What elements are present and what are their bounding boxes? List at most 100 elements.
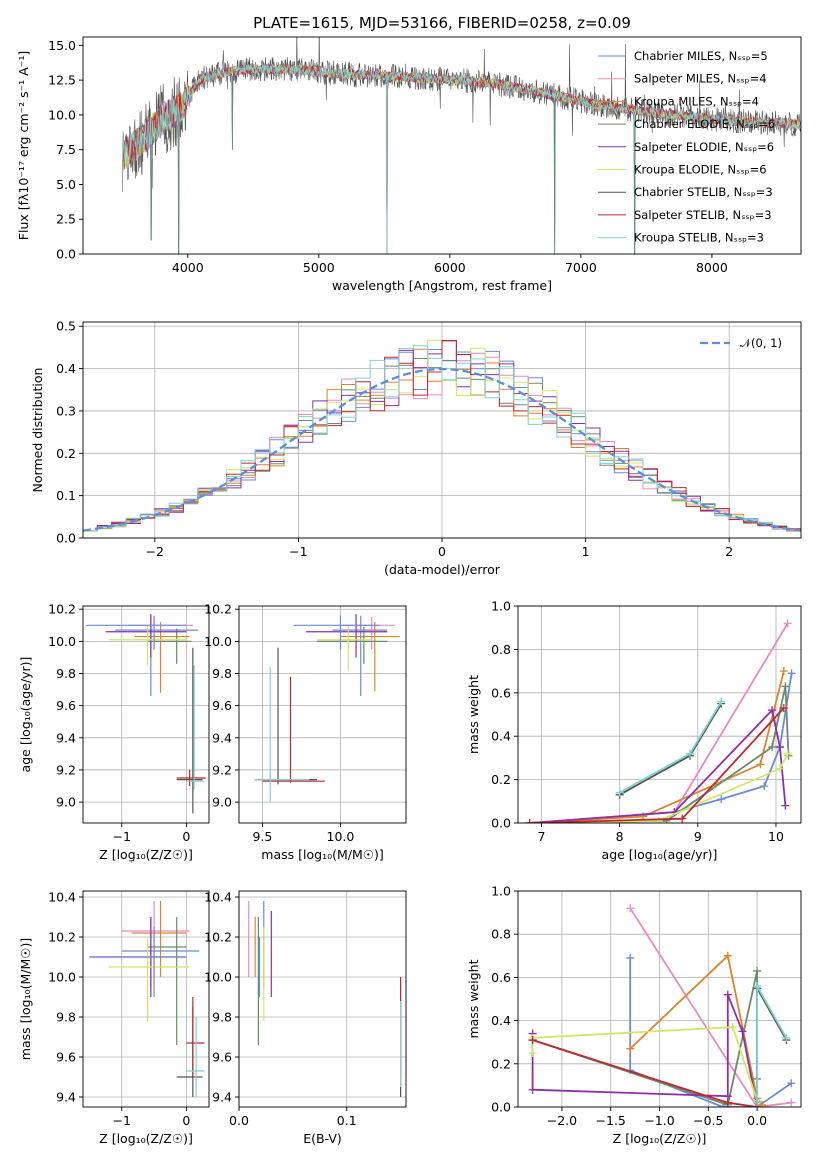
y-tick-label: 1.0 (491, 599, 511, 614)
y-tick-label: 9.4 (212, 1090, 232, 1105)
panels: 4000 5000 6000 7000 80000.02.55.07.510.012.5… (16, 36, 802, 1146)
series-point (779, 703, 788, 712)
y-tick-label: 2.5 (56, 212, 76, 227)
y-tick-label: 9.4 (212, 730, 232, 745)
plot-area (525, 619, 796, 823)
series-point (717, 795, 726, 804)
panel-mass-weight-vs-z: −2.0 −1.5 −1.0 −0.5 0.0 0.0 0.2 0.4 0.6 0.8 1.0 Z [… (466, 884, 802, 1146)
spectrum-line (121, 64, 801, 254)
y-tick-label: 9.8 (56, 1010, 76, 1025)
series-point (756, 760, 765, 769)
y-axis-label: mass [log₁₀(M/M☉)] (18, 938, 33, 1060)
y-tick-label: 0.0 (56, 247, 76, 262)
x-axis-label: wavelength [Angstrom, rest frame] (332, 278, 552, 293)
spectrum-line (121, 63, 801, 254)
y-tick-label: 0.5 (56, 319, 76, 334)
series-point (528, 1049, 537, 1057)
y-tick-label: 0.3 (56, 403, 76, 418)
series-point (723, 1098, 732, 1107)
spectrum-line (122, 37, 801, 254)
y-tick-label: 10.0 (48, 107, 76, 122)
x-tick-label: 2 (725, 544, 733, 559)
y-tick-label: 9.0 (212, 795, 232, 810)
series-line (629, 907, 792, 1107)
axes-frame (517, 890, 802, 1108)
plot-area (528, 904, 796, 1107)
series-point (775, 743, 784, 752)
y-tick-label: 9.6 (56, 1050, 76, 1065)
legend-label: 𝒩(0, 1) (740, 336, 782, 350)
x-axis-label: mass [log₁₀(M/M☉)] (261, 847, 383, 862)
x-tick-label: −0.5 (693, 1113, 723, 1128)
x-tick-label: 6000 (434, 260, 466, 275)
series-line (529, 670, 785, 823)
y-tick-label: 9.4 (56, 1090, 76, 1105)
histogram-step (83, 345, 801, 538)
series-point (678, 814, 687, 823)
series-line (756, 982, 788, 1103)
y-axis-label: mass weight (466, 675, 481, 754)
series-line (529, 622, 789, 823)
x-tick-label: −1 (289, 544, 307, 559)
x-tick-label: 8000 (696, 260, 728, 275)
y-tick-label: 12.5 (48, 73, 76, 88)
axes-frame (238, 890, 407, 1108)
legend-label: Chabrier ELODIE, Nₛₛₚ=6 (634, 117, 775, 131)
series-point (753, 1098, 762, 1107)
y-tick-label: 0.0 (491, 816, 511, 831)
x-axis-label: (data-model)/error (384, 562, 501, 577)
axes-frame (82, 605, 210, 824)
y-tick-label: 0.1 (56, 488, 76, 503)
x-tick-label: 7000 (565, 260, 597, 275)
y-tick-label: 0.6 (491, 970, 511, 985)
y-tick-label: 0.4 (491, 729, 511, 744)
y-tick-label: 0.6 (491, 685, 511, 700)
panel-residual-hist: −2 −1 0 1 2 0.0 0.1 0.2 0.3 0.4 0.5 𝒩(0, 1) (data-mo… (30, 319, 802, 577)
series-point (723, 990, 732, 999)
legend-label: Chabrier MILES, Nₛₛₚ=5 (634, 49, 768, 63)
series-point (728, 1023, 737, 1032)
y-tick-label: 10.0 (48, 970, 76, 985)
y-tick-label: 10.4 (204, 890, 232, 905)
axes-frame (82, 321, 802, 539)
series-point (685, 749, 694, 758)
y-tick-label: 10.2 (48, 930, 76, 945)
series-point (626, 953, 635, 962)
x-tick-label: 9.5 (252, 829, 272, 844)
series-line (629, 954, 763, 1106)
spectrum-line (121, 64, 801, 254)
series-line (531, 1026, 758, 1101)
y-tick-label: 9.0 (56, 795, 76, 810)
series-point (781, 801, 790, 810)
series-line (529, 686, 790, 823)
legend-label: Kroupa MILES, Nₛₛₚ=4 (634, 94, 759, 108)
series-point (768, 706, 777, 715)
x-tick-label: 0.0 (747, 1113, 767, 1128)
y-tick-label: 9.6 (212, 698, 232, 713)
x-tick-label: 8 (616, 829, 624, 844)
x-tick-label: −1.5 (596, 1113, 626, 1128)
series-point (787, 669, 796, 678)
x-tick-label: 7 (537, 829, 545, 844)
y-tick-label: 0.4 (56, 361, 76, 376)
panel-mass-weight-vs-age: 7 8 9 10 0.0 0.2 0.4 0.6 0.8 1.0 age [log₁₀(age/yr… (466, 599, 802, 862)
x-tick-label: 0 (438, 544, 446, 559)
series-point (615, 788, 624, 797)
legend-label: Kroupa ELODIE, Nₛₛₚ=6 (634, 163, 767, 177)
series-point (753, 966, 762, 975)
x-tick-label: −2 (146, 544, 164, 559)
x-tick-label: 0.1 (337, 1113, 357, 1128)
y-tick-label: 0.2 (491, 772, 511, 787)
x-axis-label: Z [log₁₀(Z/Z☉)] (613, 1131, 707, 1146)
x-tick-label: 4000 (172, 260, 204, 275)
y-tick-label: 9.8 (56, 666, 76, 681)
y-tick-label: 5.0 (56, 177, 76, 192)
x-tick-label: −1.0 (644, 1113, 674, 1128)
series-line (532, 970, 758, 1106)
series-point (718, 1103, 727, 1107)
legend-label: Salpeter ELODIE, Nₛₛₚ=6 (634, 140, 774, 154)
x-tick-label: 10 (768, 829, 784, 844)
spectrum-line (121, 63, 801, 254)
y-tick-label: 9.4 (56, 730, 76, 745)
y-tick-label: 10.4 (48, 890, 76, 905)
